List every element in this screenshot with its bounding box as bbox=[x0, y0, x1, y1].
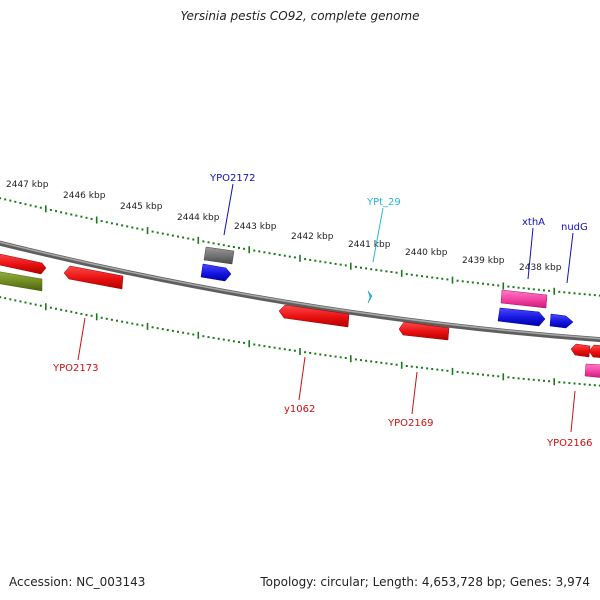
leader-line bbox=[411, 371, 418, 415]
gene-label-nudg[interactable]: nudG bbox=[561, 222, 588, 233]
gene-label-ypt29[interactable]: YPt_29 bbox=[366, 197, 401, 208]
leader-line bbox=[223, 183, 234, 236]
gene-feature-ypo2166[interactable] bbox=[584, 363, 600, 378]
gene-feature-other[interactable] bbox=[0, 271, 43, 292]
gene-feature-reverse[interactable] bbox=[570, 343, 591, 358]
gene-feature-xtha-rrna[interactable] bbox=[500, 289, 548, 309]
gene-label-xtha[interactable]: xthA bbox=[522, 217, 545, 228]
gene-feature-forward[interactable] bbox=[200, 263, 232, 282]
gene-feature-reverse[interactable] bbox=[588, 344, 600, 358]
gene-label-ypo2172[interactable]: YPO2172 bbox=[209, 173, 255, 184]
genome-backbone bbox=[0, 240, 600, 343]
gene-feature-ypt29[interactable] bbox=[367, 290, 373, 304]
leader-line bbox=[527, 227, 534, 280]
leader-line bbox=[298, 356, 306, 401]
gene-label-ypo2173[interactable]: YPO2173 bbox=[52, 363, 98, 374]
map-title: Yersinia pestis CO92, complete genome bbox=[180, 9, 420, 23]
kbp-label: 2441 kbp bbox=[348, 240, 391, 250]
kbp-label: 2446 kbp bbox=[63, 191, 106, 201]
gene-feature-ypo2172-pseudo[interactable] bbox=[203, 246, 235, 265]
gene-feature-ypo2169[interactable] bbox=[398, 321, 450, 341]
kbp-scale-labels: 2447 kbp 2446 kbp 2445 kbp 2444 kbp 2443… bbox=[6, 180, 562, 273]
gene-feature-ypo2173[interactable] bbox=[63, 265, 124, 290]
kbp-label: 2439 kbp bbox=[462, 256, 505, 266]
gene-feature-reverse[interactable] bbox=[0, 253, 47, 275]
genome-backbone-highlight bbox=[0, 241, 600, 340]
gene-feature-xtha[interactable] bbox=[497, 307, 546, 327]
leader-line bbox=[372, 207, 384, 263]
kbp-label: 2440 kbp bbox=[405, 248, 448, 258]
genome-summary: Topology: circular; Length: 4,653,728 bp… bbox=[260, 575, 590, 589]
leader-line bbox=[566, 232, 574, 284]
leader-line bbox=[77, 317, 86, 361]
gene-feature-y1062[interactable] bbox=[278, 304, 350, 328]
gene-labels: YPO2172 YPt_29 xthA nudG YPO2173 y1062 Y… bbox=[52, 173, 592, 449]
kbp-label: 2438 kbp bbox=[519, 263, 562, 273]
kbp-label: 2445 kbp bbox=[120, 202, 163, 212]
gene-label-ypo2169[interactable]: YPO2169 bbox=[387, 418, 433, 429]
leader-line bbox=[570, 390, 576, 433]
kbp-label: 2447 kbp bbox=[6, 180, 49, 190]
accession-label: Accession: NC_003143 bbox=[9, 575, 146, 589]
outer-tick-ring bbox=[0, 197, 600, 297]
gene-label-y1062[interactable]: y1062 bbox=[284, 404, 315, 415]
kbp-label: 2442 kbp bbox=[291, 232, 334, 242]
kbp-label: 2443 kbp bbox=[234, 222, 277, 232]
label-leader-lines bbox=[77, 183, 576, 433]
gene-label-ypo2166[interactable]: YPO2166 bbox=[546, 438, 592, 449]
kbp-label: 2444 kbp bbox=[177, 213, 220, 223]
inner-tick-ring bbox=[0, 296, 600, 387]
gene-features bbox=[0, 246, 600, 378]
gene-feature-nudg[interactable] bbox=[549, 313, 574, 329]
